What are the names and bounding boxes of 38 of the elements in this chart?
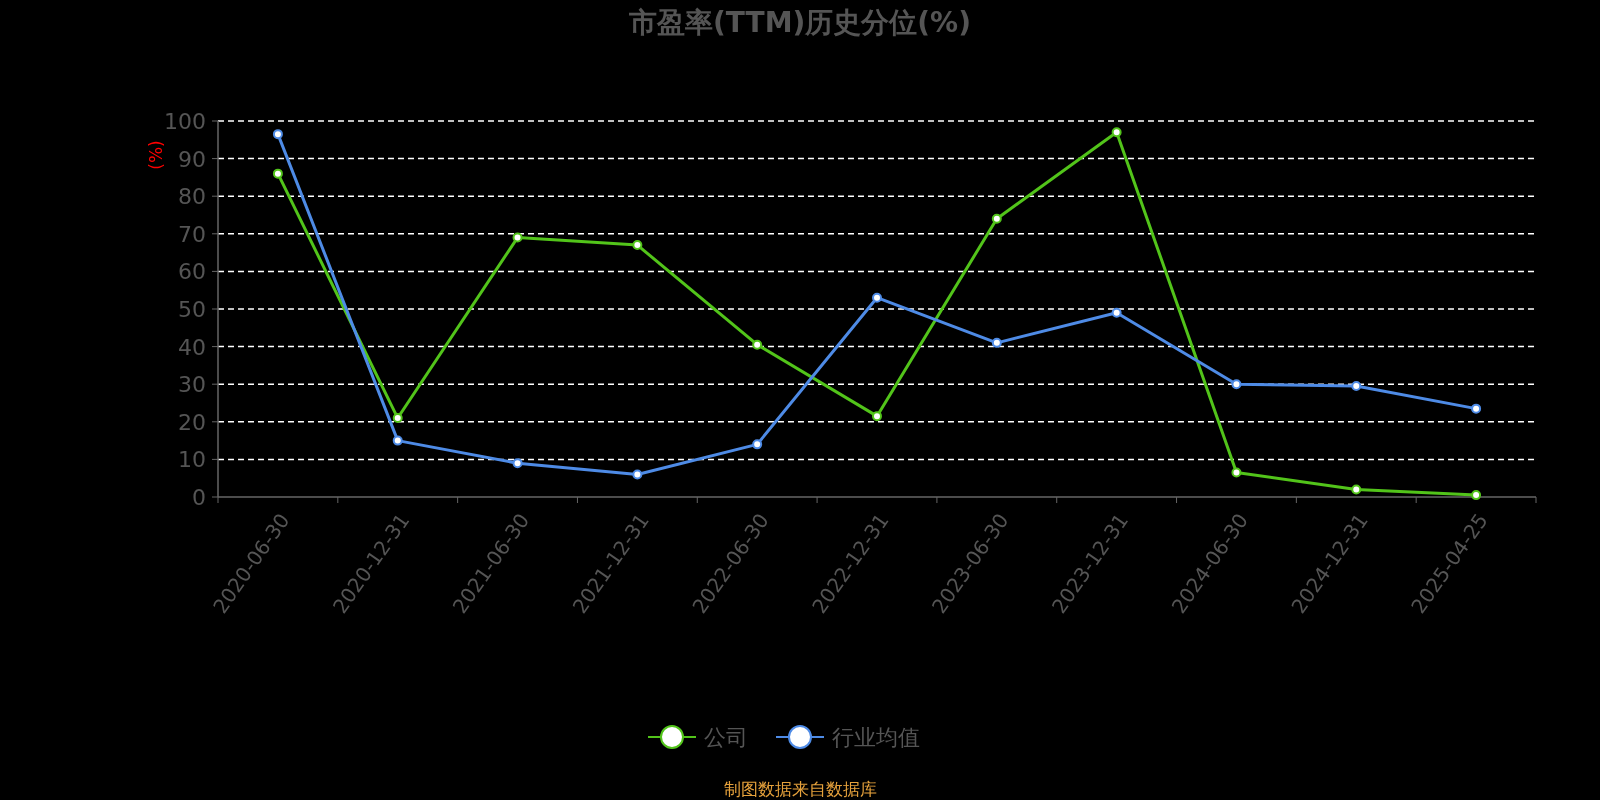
- y-tick-label: 30: [178, 372, 206, 398]
- point: [392, 413, 403, 424]
- y-tick-label: 60: [178, 259, 206, 285]
- y-tick-label: 10: [178, 447, 206, 473]
- text: 制图数据来自数据库: [723, 779, 877, 799]
- point: [272, 168, 283, 179]
- y-tick-label: 80: [178, 184, 206, 210]
- point: [632, 469, 643, 480]
- y-tick-label: 100: [164, 109, 206, 134]
- point: [512, 458, 523, 469]
- point: [1231, 379, 1242, 390]
- y-tick-label: 70: [178, 221, 206, 247]
- point: [752, 339, 763, 350]
- y-tick-label: 90: [178, 146, 206, 172]
- legend-label: 行业均值: [832, 725, 920, 750]
- point: [991, 213, 1002, 224]
- y-axis-title: (%): [146, 140, 166, 170]
- y-tick-label: 20: [178, 409, 206, 435]
- y-tick-label: 50: [178, 297, 206, 322]
- point: [512, 232, 523, 243]
- y-tick-label: 0: [192, 485, 206, 510]
- point: [1351, 381, 1362, 392]
- legend-label: 公司: [704, 725, 748, 750]
- y-tick-label: 40: [178, 334, 206, 360]
- point: [872, 292, 882, 303]
- point: [1231, 467, 1242, 478]
- point: [752, 439, 763, 450]
- point: [272, 129, 283, 140]
- point: [1111, 127, 1122, 138]
- chart-title: 市盈率(TTM)历史分位(%): [628, 6, 971, 39]
- point: [632, 240, 643, 251]
- point: [1111, 307, 1122, 318]
- point: [1351, 484, 1362, 495]
- point: [991, 337, 1002, 348]
- point: [392, 435, 403, 446]
- point: [1471, 403, 1482, 414]
- point: [872, 411, 882, 422]
- point: [1471, 490, 1482, 501]
